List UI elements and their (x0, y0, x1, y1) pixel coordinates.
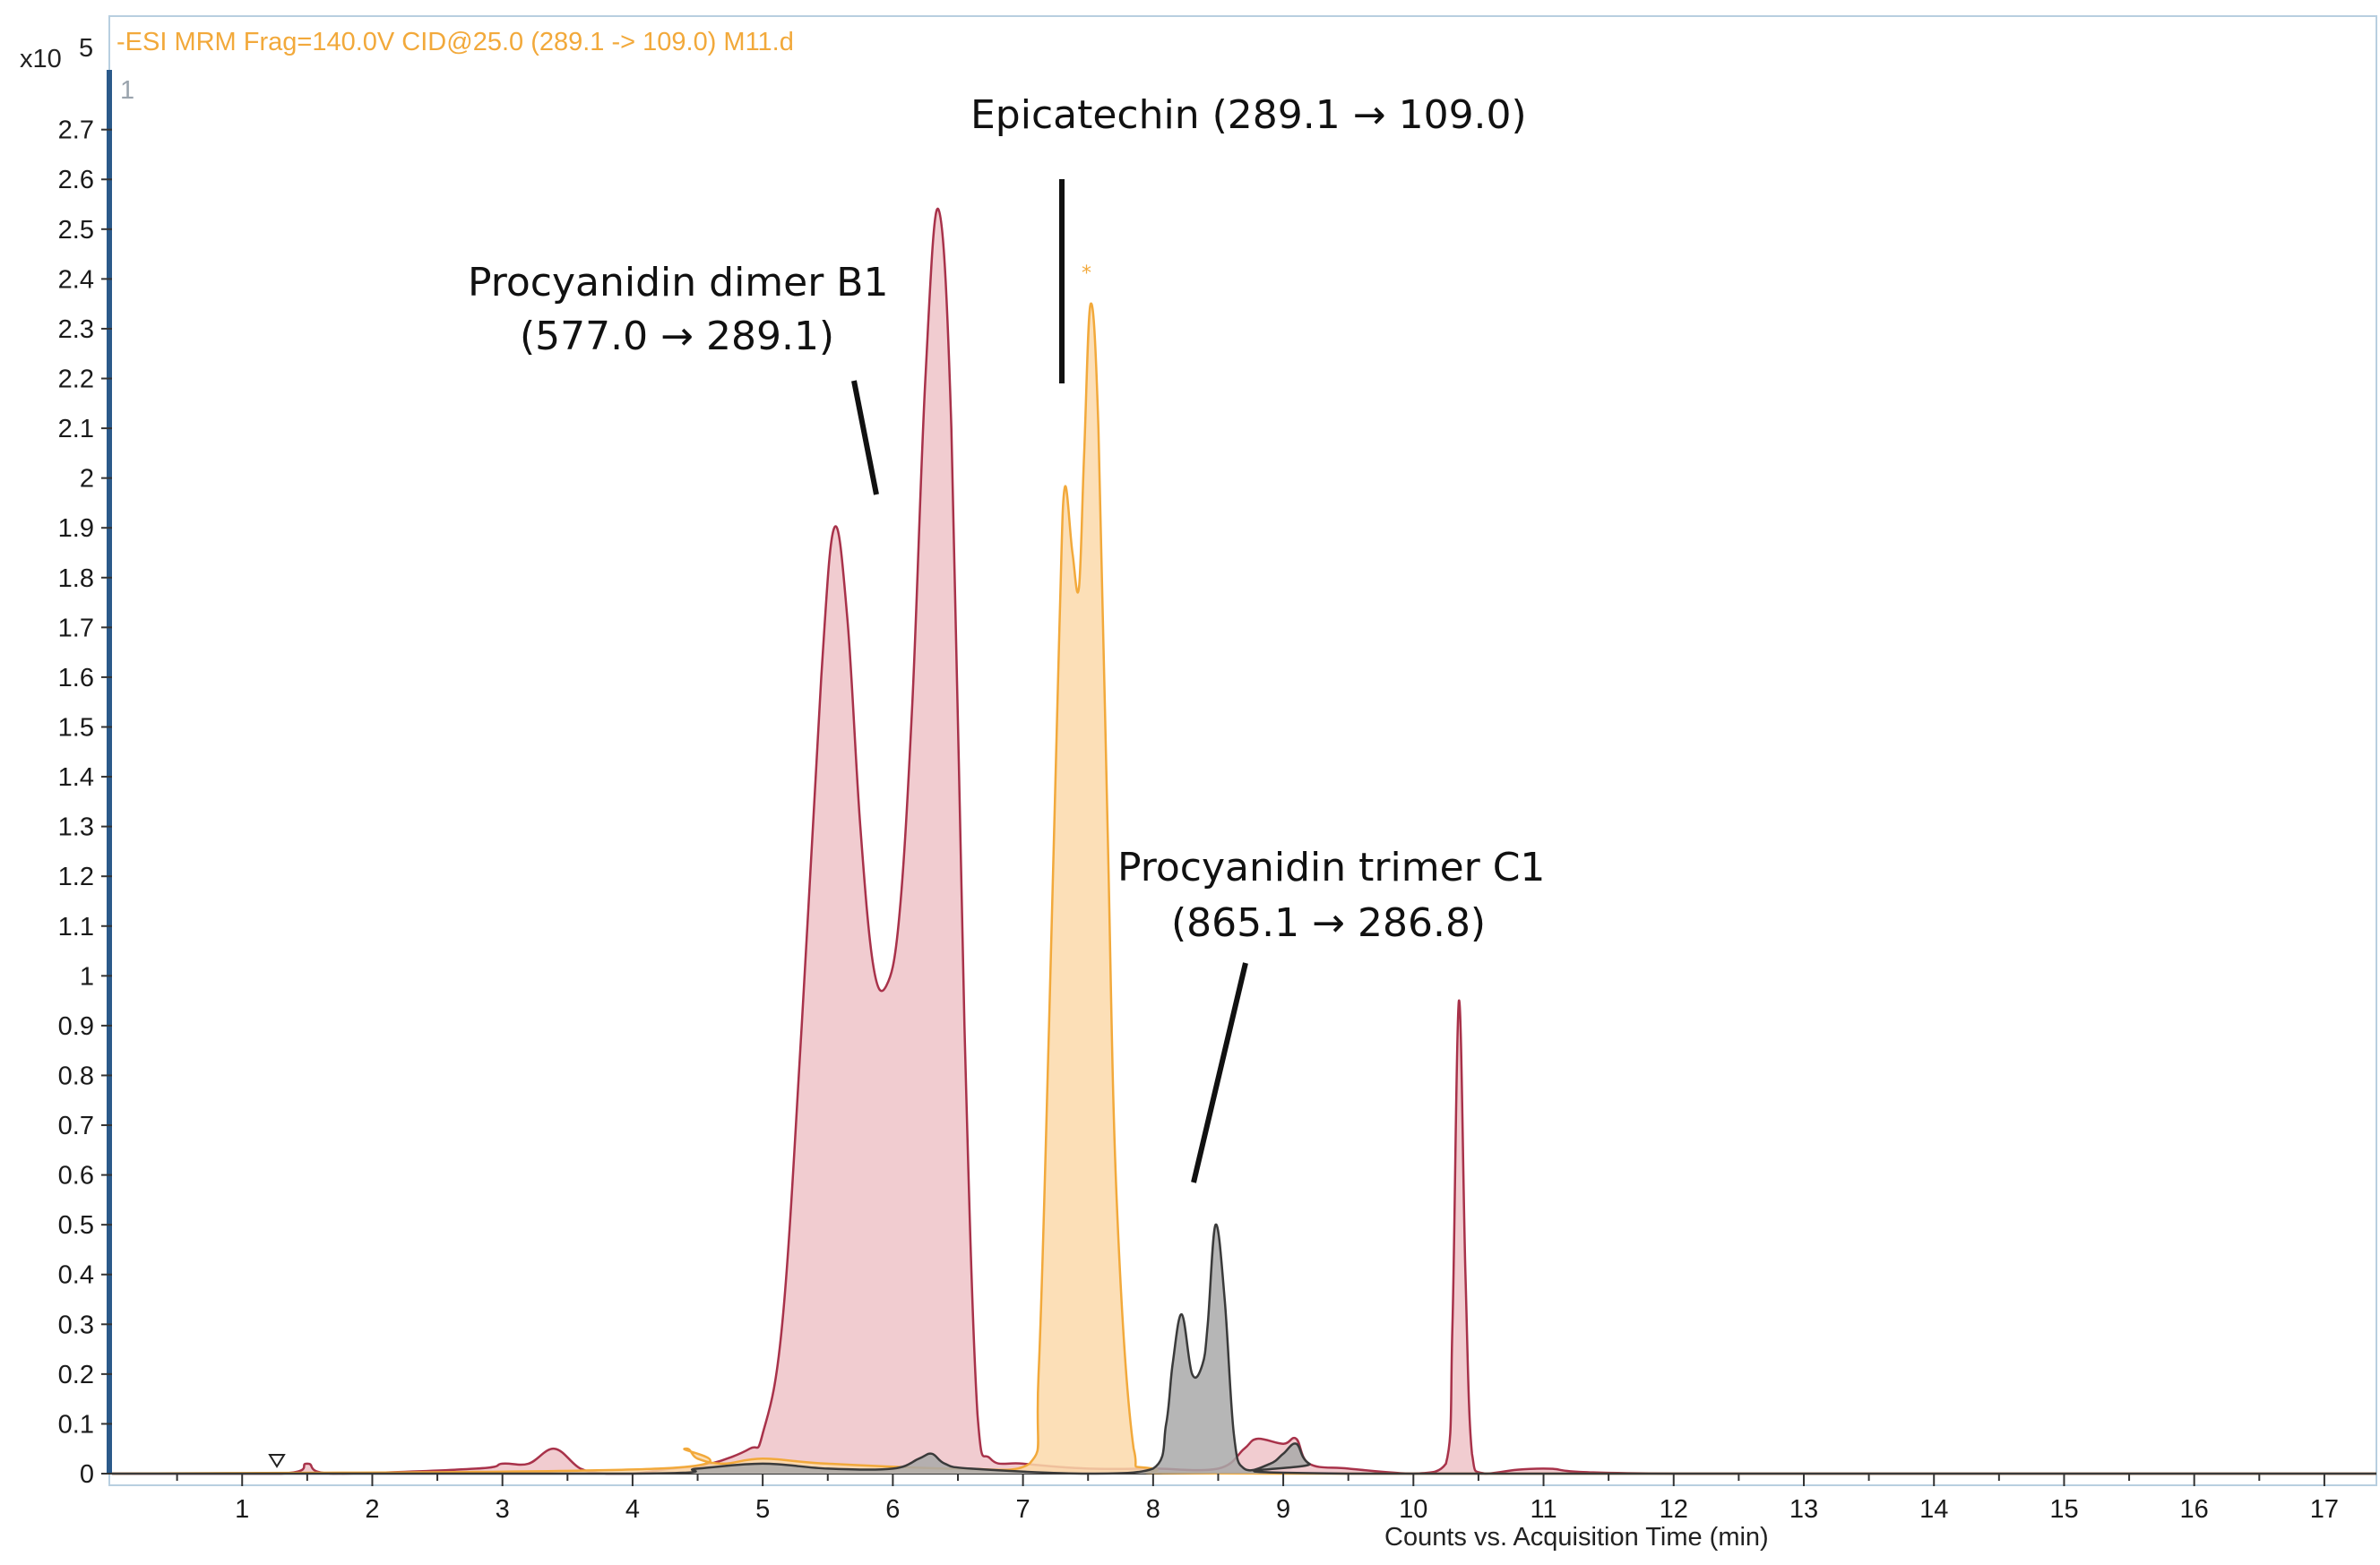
y-tick-label: 0.5 (58, 1211, 94, 1240)
x-tick-label: 9 (1276, 1495, 1290, 1524)
y-tick-label: 2 (80, 465, 94, 494)
y-tick-label: 1.2 (58, 863, 94, 891)
x-tick-label: 4 (625, 1495, 640, 1524)
plot-frame (108, 15, 2377, 1486)
y-tick-label: 0.4 (58, 1261, 94, 1290)
y-tick-label: 1.4 (58, 763, 94, 792)
x-tick-label: 13 (1789, 1495, 1818, 1524)
x-tick-label: 12 (1660, 1495, 1688, 1524)
annotation-dimer-b1-transition: (577.0 → 289.1) (520, 314, 834, 359)
baseline-marker-triangle (268, 1454, 286, 1468)
x-tick-label: 10 (1399, 1495, 1427, 1524)
y-tick-label: 0.7 (58, 1112, 94, 1140)
y-tick-label: 0.1 (58, 1410, 94, 1439)
apex-marker-star: * (1082, 262, 1091, 285)
panel-index: 1 (120, 76, 134, 105)
x-tick-label: 6 (885, 1495, 900, 1524)
annotation-trimer-c1-transition: (865.1 → 286.8) (1171, 900, 1486, 946)
y-tick-label: 2.3 (58, 315, 94, 344)
y-tick-label: 0.3 (58, 1311, 94, 1339)
series-0-area (112, 208, 2376, 1475)
x-axis-ticks: 1 2 3 4 5 6 7 8 9 10 11 12 13 14 15 16 17 (176, 1474, 2339, 1524)
x-tick-label: 11 (1530, 1495, 1556, 1524)
y-tick-label: 1.3 (58, 813, 94, 842)
y-tick-label: 0.9 (58, 1012, 94, 1041)
y-tick-label: 1.9 (58, 514, 94, 543)
y-tick-label: 2.4 (58, 265, 94, 294)
y-tick-label: 0.2 (58, 1361, 94, 1389)
series-0-line (111, 207, 2376, 1475)
y-tick-label: 0.6 (58, 1162, 94, 1191)
series-1-line (111, 302, 2376, 1475)
y-multiplier-exp: 5 (79, 34, 93, 63)
annotation-epicatechin: Epicatechin (289.1 → 109.0) (970, 92, 1527, 138)
x-tick-label: 3 (496, 1495, 510, 1524)
x-tick-label: 14 (1919, 1495, 1948, 1524)
scan-label: -ESI MRM Frag=140.0V CID@25.0 (289.1 -> … (116, 28, 794, 56)
y-tick-label: 1 (80, 962, 94, 991)
x-tick-label: 15 (2049, 1495, 2078, 1524)
y-tick-label: 2.6 (58, 166, 94, 194)
y-axis-ticks: 0 0.1 0.2 0.3 0.4 0.5 0.6 0.7 0.8 0.9 1 1.1 1.2 1.3 1.… (58, 116, 112, 1489)
y-tick-label: 1.1 (58, 913, 94, 942)
x-tick-label: 8 (1146, 1495, 1160, 1524)
y-tick-label: 0 (80, 1460, 94, 1489)
y-tick-label: 1.6 (58, 664, 94, 692)
y-tick-label: 0.8 (58, 1062, 94, 1090)
y-tick-label: 1.7 (58, 614, 94, 642)
y-multiplier-base: x10 (20, 45, 62, 73)
annotation-dimer-b1-pointer (851, 380, 879, 495)
x-tick-label: 17 (2310, 1495, 2339, 1524)
x-axis-label: Counts vs. Acquisition Time (min) (1384, 1523, 1769, 1552)
x-tick-label: 16 (2180, 1495, 2209, 1524)
series-2-area (112, 1224, 2376, 1474)
y-tick-label: 2.2 (58, 365, 94, 394)
x-tick-label: 2 (365, 1495, 379, 1524)
x-tick-label: 5 (755, 1495, 770, 1524)
annotation-trimer-c1-name: Procyanidin trimer C1 (1117, 845, 1545, 890)
y-tick-label: 2.7 (58, 116, 94, 145)
annotation-trimer-c1-pointer (1191, 962, 1248, 1183)
y-tick-label: 1.8 (58, 564, 94, 593)
y-tick-label: 2.1 (58, 415, 94, 443)
y-tick-label: 2.5 (58, 216, 94, 245)
x-tick-label: 1 (235, 1495, 249, 1524)
y-tick-label: 1.5 (58, 713, 94, 742)
series-2-line (111, 1223, 2376, 1475)
annotation-dimer-b1-name: Procyanidin dimer B1 (468, 260, 888, 305)
x-tick-label: 7 (1016, 1495, 1030, 1524)
series-layer (111, 207, 2376, 1475)
